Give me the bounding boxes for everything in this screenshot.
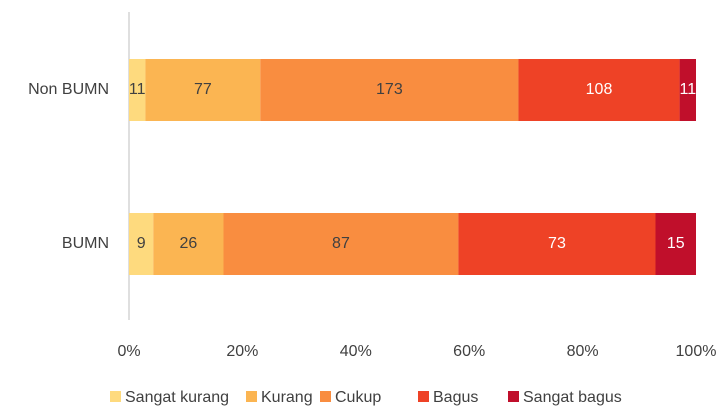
bar-segment — [223, 213, 459, 275]
data-label: 173 — [376, 81, 403, 98]
legend-label: Cukup — [335, 389, 381, 406]
x-tick-label: 100% — [676, 343, 717, 360]
data-label: 9 — [137, 235, 146, 252]
x-tick-label: 20% — [226, 343, 258, 360]
legend-label: Sangat kurang — [125, 389, 229, 406]
bar-segment — [260, 59, 519, 121]
legend-label: Kurang — [261, 389, 313, 406]
legend-swatch — [508, 391, 519, 402]
legend-label: Sangat bagus — [523, 389, 622, 406]
legend-swatch — [110, 391, 121, 402]
data-label: 11 — [129, 81, 146, 98]
legend-swatch — [320, 391, 331, 402]
y-tick-label: Non BUMN — [28, 81, 109, 98]
data-label: 87 — [332, 235, 350, 252]
data-label: 15 — [667, 235, 685, 252]
bar-segment — [679, 59, 696, 121]
legend-label: Bagus — [433, 389, 478, 406]
x-tick-label: 60% — [453, 343, 485, 360]
bar-segment — [129, 213, 154, 275]
bar-segment — [129, 59, 146, 121]
x-tick-label: 0% — [117, 343, 140, 360]
x-tick-label: 80% — [567, 343, 599, 360]
bar-segment — [518, 59, 680, 121]
bar-segment — [458, 213, 656, 275]
data-label: 11 — [679, 81, 696, 98]
data-label: 26 — [180, 235, 198, 252]
bar-segment — [153, 213, 224, 275]
data-label: 108 — [586, 81, 613, 98]
legend-swatch — [246, 391, 257, 402]
legend-swatch — [418, 391, 429, 402]
x-tick-label: 40% — [340, 343, 372, 360]
data-label: 77 — [194, 81, 212, 98]
bar-segment — [145, 59, 261, 121]
data-label: 73 — [548, 235, 566, 252]
y-tick-label: BUMN — [62, 235, 109, 252]
bar-segment — [655, 213, 696, 275]
